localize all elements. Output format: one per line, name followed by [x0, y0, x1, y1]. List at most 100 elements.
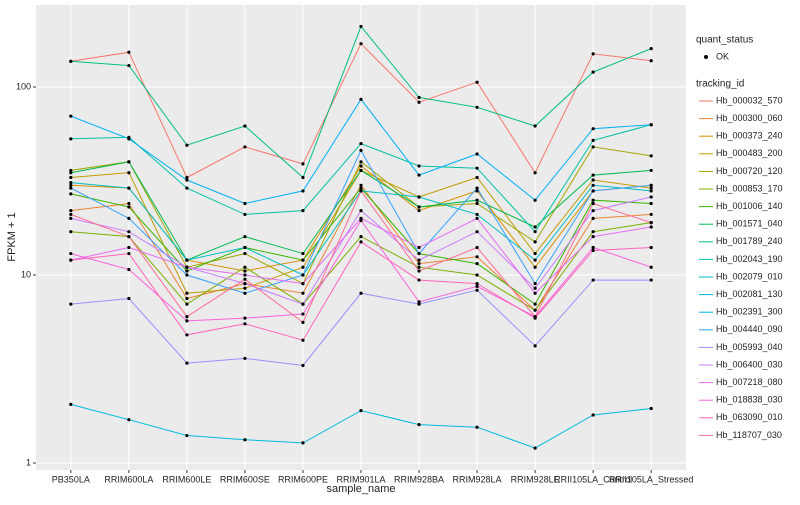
data-point: [69, 59, 73, 63]
legend-label: Hb_002391_300: [716, 307, 783, 317]
data-point: [359, 160, 363, 164]
data-point: [649, 186, 653, 190]
data-point: [649, 123, 653, 127]
data-point: [533, 230, 537, 234]
data-point: [243, 286, 247, 290]
data-point: [185, 273, 189, 277]
data-point: [301, 363, 305, 368]
data-point: [417, 95, 421, 100]
data-point: [649, 59, 653, 63]
legend-label: Hb_000483_200: [716, 148, 783, 158]
x-tick-label: RRIM928LA: [453, 474, 502, 484]
data-point: [301, 251, 305, 256]
data-point: [359, 240, 363, 244]
data-point: [127, 160, 131, 164]
data-point: [359, 141, 363, 146]
data-point: [69, 137, 73, 141]
data-point: [417, 265, 421, 269]
data-point: [127, 137, 131, 141]
data-point: [591, 201, 595, 206]
data-point: [649, 406, 653, 411]
data-point: [243, 124, 247, 128]
data-point: [69, 114, 73, 118]
data-point: [69, 192, 73, 196]
x-tick-label: RRIM600LE: [162, 474, 211, 484]
data-point: [359, 168, 363, 173]
data-point: [533, 286, 537, 290]
data-point: [69, 258, 73, 262]
data-point: [591, 216, 595, 221]
data-point: [301, 302, 305, 306]
y-tick-label: 100: [16, 81, 31, 91]
data-point: [649, 47, 653, 51]
data-point: [649, 201, 653, 206]
data-point: [301, 312, 305, 316]
data-point: [533, 302, 537, 306]
data-point: [359, 186, 363, 190]
data-point: [533, 315, 537, 319]
data-point: [417, 251, 421, 256]
data-point: [243, 269, 247, 273]
data-point: [185, 258, 189, 262]
data-point: [69, 251, 73, 256]
data-point: [359, 235, 363, 239]
data-point: [591, 52, 595, 56]
data-point: [301, 209, 305, 213]
data-point: [301, 258, 305, 262]
data-point: [649, 195, 653, 199]
data-point: [243, 235, 247, 239]
legend-label: Hb_002081_130: [716, 289, 783, 299]
data-point: [185, 315, 189, 319]
data-point: [127, 205, 131, 209]
data-point: [359, 42, 363, 46]
data-point: [533, 282, 537, 286]
data-point: [649, 245, 653, 250]
data-point: [591, 183, 595, 187]
data-point: [417, 269, 421, 273]
data-point: [649, 278, 653, 282]
data-point: [533, 171, 537, 175]
data-point: [359, 291, 363, 295]
data-point: [127, 201, 131, 206]
data-point: [417, 195, 421, 199]
x-tick-label: RRII105LA_Stressed: [609, 474, 694, 484]
data-point: [591, 235, 595, 239]
data-point: [591, 178, 595, 182]
data-point: [301, 175, 305, 180]
data-point: [69, 168, 73, 173]
data-point: [475, 152, 479, 156]
legend-label: Hb_001006_140: [716, 201, 783, 211]
data-point: [359, 218, 363, 223]
data-point: [243, 212, 247, 217]
data-point: [243, 356, 247, 361]
legend-label: Hb_006400_030: [716, 359, 783, 369]
data-point: [127, 50, 131, 54]
data-point: [475, 230, 479, 234]
data-point: [533, 291, 537, 295]
data-point: [69, 171, 73, 175]
data-point: [417, 261, 421, 266]
data-point: [475, 284, 479, 288]
data-point: [417, 278, 421, 282]
data-point: [359, 209, 363, 213]
data-point: [127, 251, 131, 256]
data-point: [301, 189, 305, 193]
data-point: [533, 344, 537, 348]
data-point: [417, 302, 421, 306]
data-point: [243, 145, 247, 149]
data-point: [475, 175, 479, 180]
data-point: [475, 216, 479, 221]
data-point: [69, 209, 73, 213]
data-point: [243, 245, 247, 250]
data-point: [359, 164, 363, 168]
legend-label: Hb_118707_030: [716, 430, 782, 440]
data-point: [359, 97, 363, 101]
data-point: [243, 201, 247, 206]
data-point: [475, 282, 479, 286]
data-point: [591, 70, 595, 74]
data-point: [185, 433, 189, 438]
data-point: [301, 320, 305, 324]
data-point: [185, 291, 189, 295]
x-tick-label: RRIM600SE: [220, 474, 270, 484]
data-point: [475, 198, 479, 202]
